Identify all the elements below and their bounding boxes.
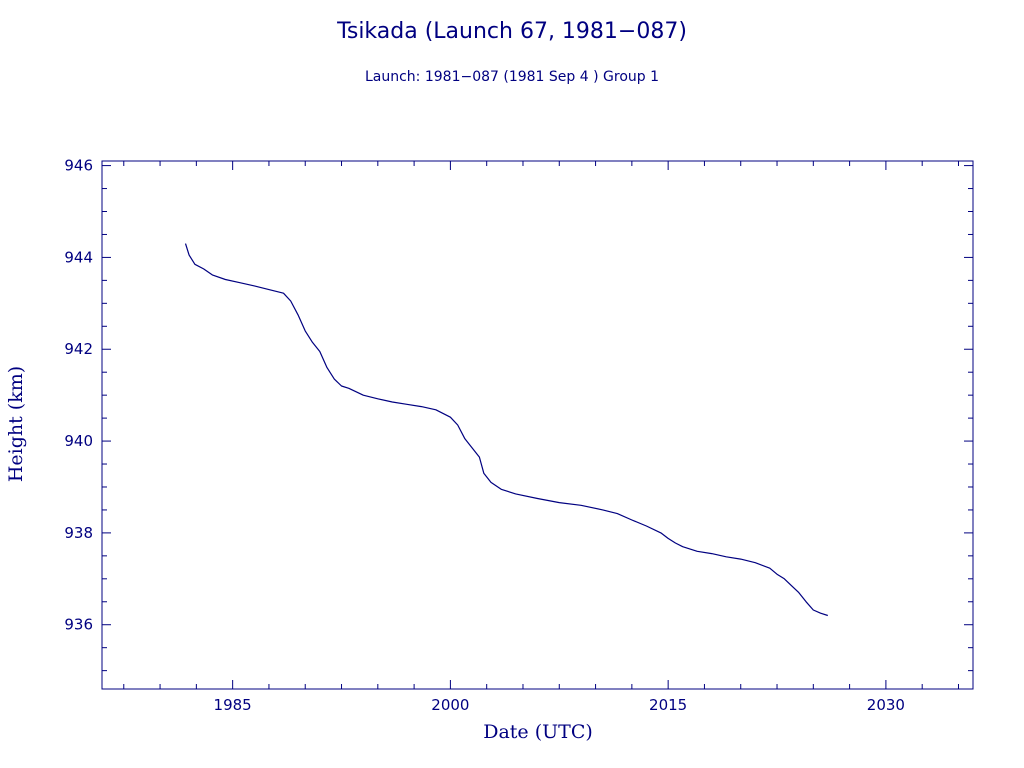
y-tick-label: 936 (64, 616, 93, 634)
y-tick-label: 946 (64, 157, 93, 175)
minor-ticks (102, 161, 973, 689)
y-tick-label: 940 (64, 432, 93, 450)
y-tick-label: 944 (64, 248, 93, 266)
y-axis-label: Height (km) (5, 366, 27, 482)
plot-border (101, 160, 974, 690)
x-tick-label: 2030 (867, 696, 905, 714)
x-axis-label: Date (UTC) (483, 721, 593, 743)
data-series (184, 243, 828, 617)
height-series-line (184, 243, 828, 617)
plot-frame (101, 160, 974, 690)
x-tick-label: 2000 (431, 696, 469, 714)
chart-title: Tsikada (Launch 67, 1981−087) (336, 19, 687, 44)
y-tick-label: 938 (64, 524, 93, 542)
chart-subtitle: Launch: 1981−087 (1981 Sep 4 ) Group 1 (365, 69, 659, 85)
y-tick-label: 942 (64, 340, 93, 358)
tick-labels: 1985 2000 2015 2030 936 938 940 942 944 946 (64, 157, 905, 714)
major-ticks (102, 161, 973, 689)
x-tick-label: 1985 (214, 696, 252, 714)
x-tick-label: 2015 (649, 696, 687, 714)
